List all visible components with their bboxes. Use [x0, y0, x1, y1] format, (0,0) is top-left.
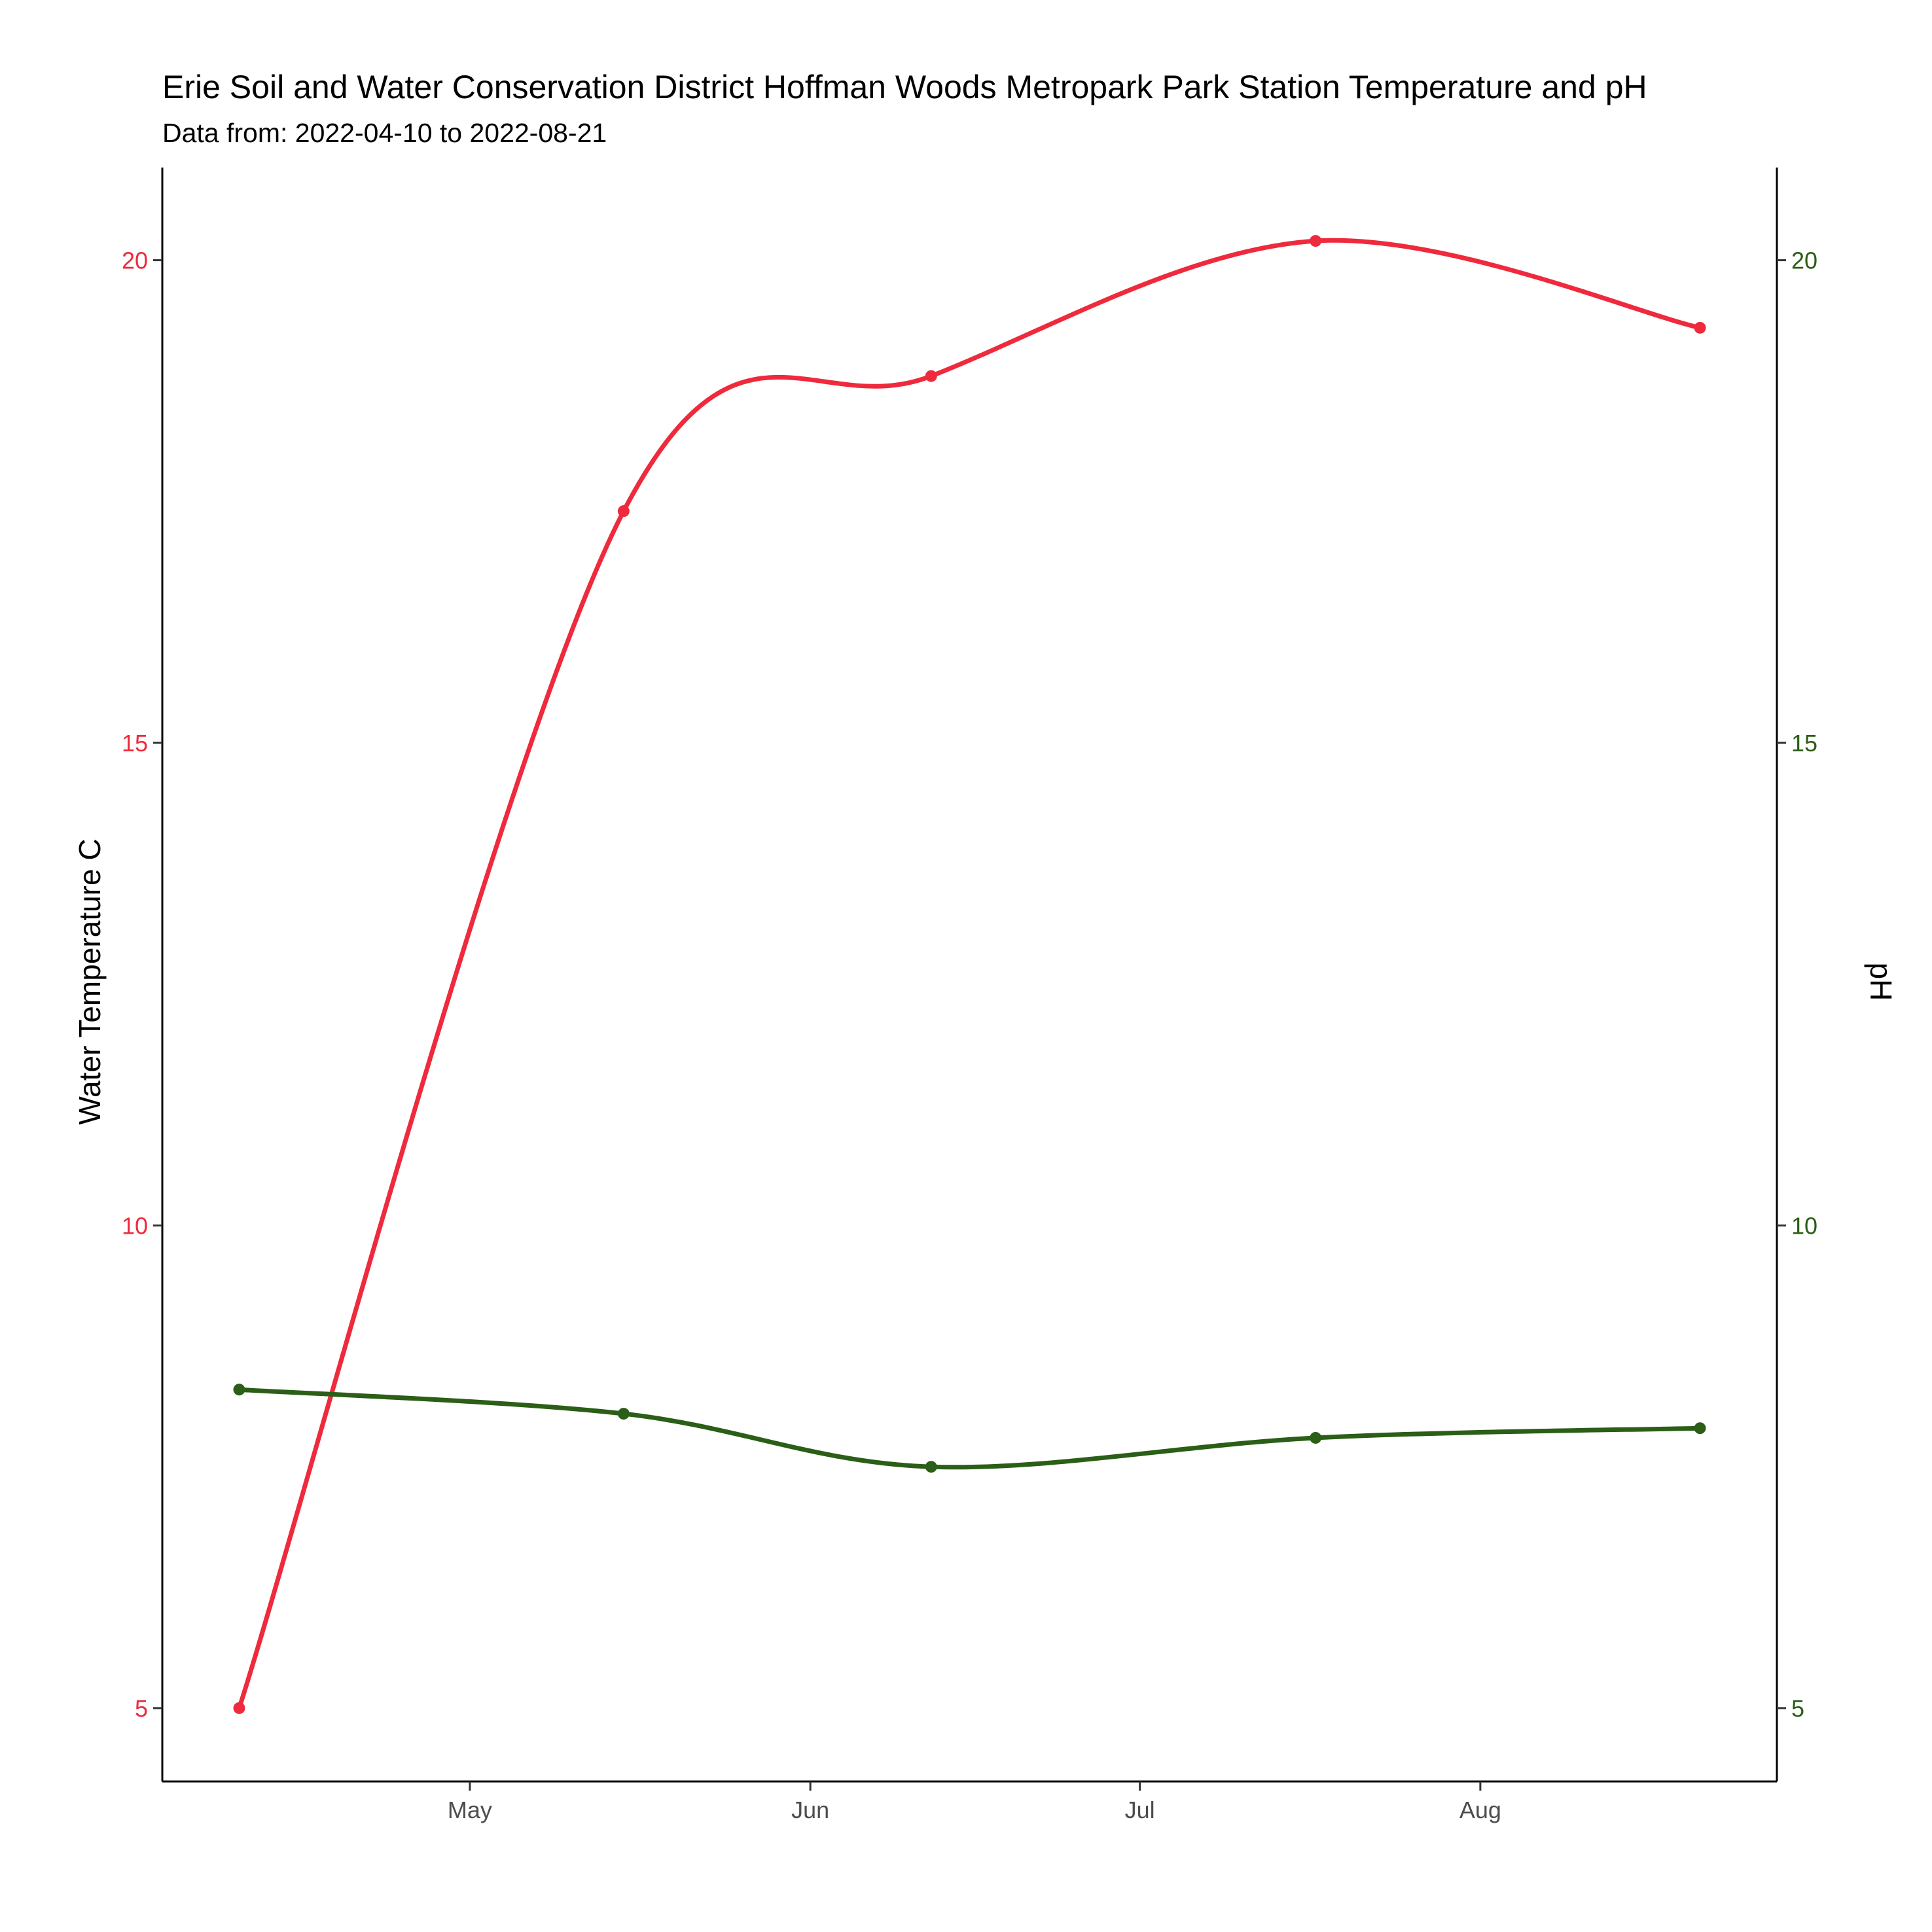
- data-point: [925, 370, 937, 382]
- y-axis-title: Water Temperature C: [73, 838, 107, 1124]
- data-point: [1694, 1422, 1706, 1435]
- data-point: [617, 1408, 630, 1420]
- data-point: [1694, 321, 1706, 334]
- y2-axis-title: pH: [1864, 963, 1898, 1001]
- data-point: [1310, 1431, 1322, 1444]
- chart-axes: 5 10 15 20 5 10 15 20 May Jun Jul Aug: [122, 168, 1817, 1823]
- data-point: [233, 1702, 245, 1714]
- series-line: [236, 1387, 1703, 1470]
- chart-title: Erie Soil and Water Conservation Distric…: [162, 69, 1647, 105]
- data-point: [925, 1461, 937, 1473]
- y2-tick-label: 10: [1791, 1212, 1817, 1239]
- y-tick-label: 10: [122, 1212, 148, 1239]
- data-point: [1310, 235, 1322, 247]
- x-tick-label: Jul: [1125, 1797, 1155, 1823]
- y2-tick-label: 15: [1791, 730, 1817, 757]
- y-tick-label: 5: [135, 1695, 148, 1722]
- data-point: [233, 1384, 245, 1396]
- y-tick-label: 15: [122, 730, 148, 757]
- series-line: [236, 238, 1703, 1711]
- series-layer: [233, 235, 1706, 1714]
- x-tick-label: Jun: [791, 1797, 829, 1823]
- y-tick-label: 20: [122, 247, 148, 274]
- y2-tick-label: 5: [1791, 1695, 1804, 1722]
- data-point: [617, 505, 630, 518]
- chart-subtitle: Data from: 2022-04-10 to 2022-08-21: [162, 118, 607, 148]
- x-tick-label: May: [448, 1797, 492, 1823]
- x-tick-label: Aug: [1459, 1797, 1501, 1823]
- y2-tick-label: 20: [1791, 247, 1817, 274]
